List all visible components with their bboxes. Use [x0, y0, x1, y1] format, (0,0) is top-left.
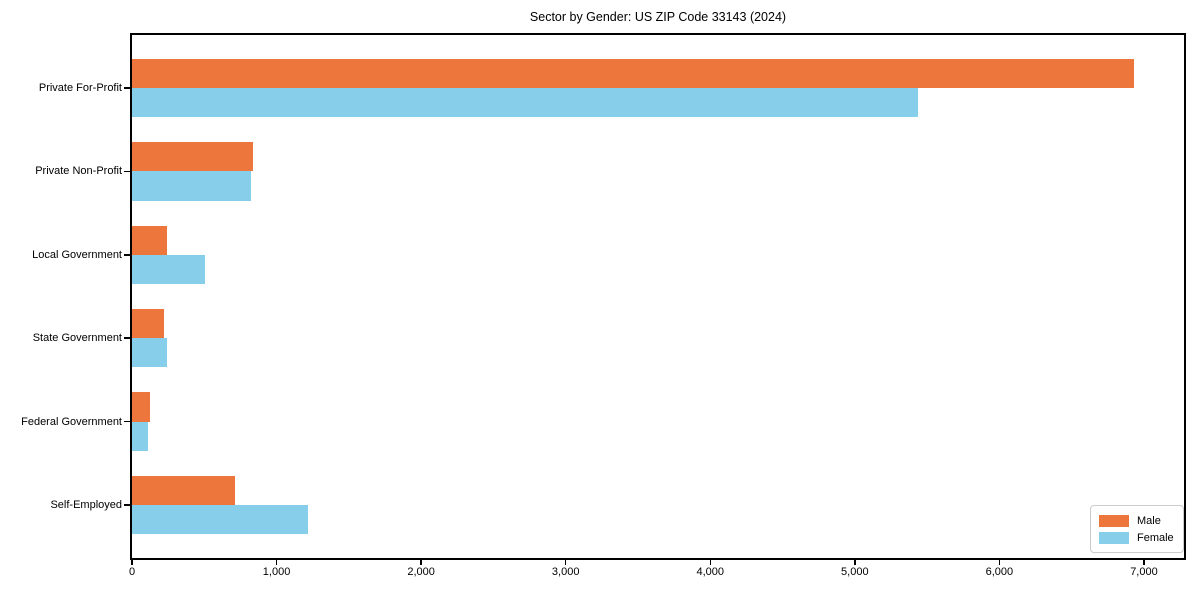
x-tick-label-2000: 2,000 — [407, 566, 435, 578]
x-tick-mark — [998, 560, 1001, 565]
y-tick-label-private-non-profit: Private Non-Profit — [35, 165, 122, 178]
bar-female-self-employed — [132, 505, 308, 535]
bar-male-self-employed — [132, 475, 235, 506]
x-tick-label-5000: 5,000 — [841, 566, 869, 578]
x-tick-label-1000: 1,000 — [262, 566, 291, 578]
bar-female-state-government — [132, 338, 168, 368]
bar-male-local-government — [132, 225, 167, 255]
legend-swatch-female-icon — [1099, 531, 1129, 544]
legend-swatch-male-icon — [1099, 514, 1129, 527]
y-tick-label-local-government: Local Government — [32, 248, 122, 261]
y-tick-label-state-government: State Government — [32, 332, 122, 345]
x-tick-mark — [131, 560, 133, 565]
y-tick-mark — [124, 337, 130, 339]
bar-female-private-non-profit — [132, 171, 251, 201]
x-tick-mark — [854, 560, 856, 565]
x-tick-label-0: 0 — [128, 566, 136, 578]
legend-label-female: Female — [1137, 531, 1174, 544]
y-tick-mark — [124, 420, 130, 423]
x-tick-label-3000: 3,000 — [551, 566, 580, 578]
bar-female-private-for-profit — [132, 87, 919, 118]
bar-female-federal-government — [132, 421, 148, 451]
y-tick-label-private-for-profit: Private For-Profit — [38, 81, 122, 94]
chart-title: Sector by Gender: US ZIP Code 33143 (202… — [529, 10, 787, 24]
x-tick-label-6000: 6,000 — [985, 566, 1014, 578]
x-tick-mark — [420, 560, 422, 565]
y-tick-mark — [124, 87, 130, 89]
x-tick-mark — [709, 560, 711, 565]
x-tick-label-7000: 7,000 — [1130, 566, 1158, 578]
y-tick-label-federal-government: Federal Government — [21, 415, 122, 428]
legend-label-male: Male — [1137, 514, 1161, 527]
y-tick-label-self-employed: Self-Employed — [50, 499, 122, 512]
x-tick-label-4000: 4,000 — [696, 566, 725, 578]
x-tick-mark — [564, 560, 567, 565]
legend-entry-female: Female — [1099, 531, 1183, 544]
bar-male-state-government — [132, 309, 165, 339]
bar-male-private-for-profit — [132, 58, 1134, 88]
y-tick-mark — [124, 504, 130, 506]
legend: Male Female — [1090, 505, 1184, 553]
plot-area — [130, 33, 1186, 560]
x-tick-mark — [275, 560, 278, 565]
legend-entry-male: Male — [1099, 514, 1183, 527]
bar-male-private-non-profit — [132, 142, 254, 172]
x-tick-mark — [1143, 560, 1145, 565]
bar-female-local-government — [132, 254, 205, 284]
bar-male-federal-government — [132, 392, 151, 422]
y-tick-mark — [124, 254, 130, 256]
y-tick-mark — [124, 170, 130, 173]
